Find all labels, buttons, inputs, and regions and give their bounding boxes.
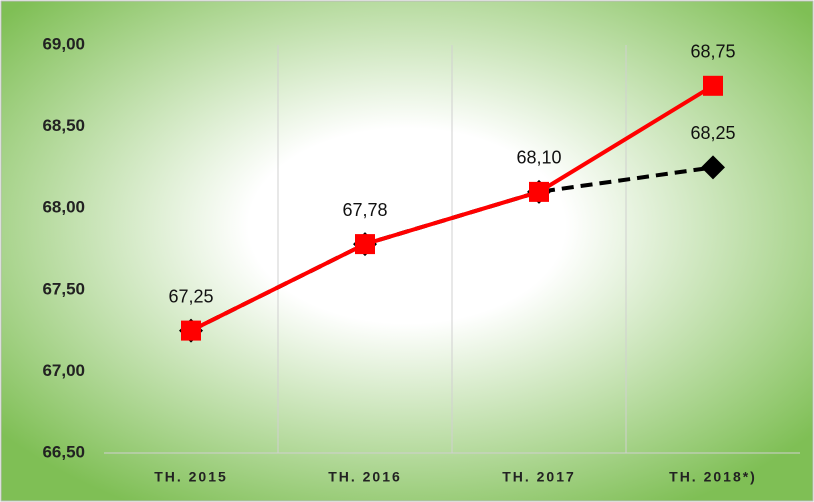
marker <box>701 155 725 180</box>
value-label: 68,75 <box>690 42 735 62</box>
x-tick-label: TH. 2018*) <box>669 469 757 485</box>
y-tick-label: 68,50 <box>42 116 85 135</box>
y-tick-label: 67,50 <box>42 279 85 298</box>
x-tick-label: TH. 2016 <box>328 469 402 485</box>
value-label: 67,78 <box>342 200 387 220</box>
x-tick-label: TH. 2015 <box>154 469 228 485</box>
marker <box>703 75 723 96</box>
y-tick-label: 69,00 <box>42 34 85 53</box>
marker <box>355 234 375 255</box>
value-label: 68,10 <box>516 148 561 168</box>
value-label: 67,25 <box>168 286 213 306</box>
y-tick-label: 68,00 <box>42 198 85 217</box>
value-label: 68,25 <box>690 123 735 143</box>
x-tick-label: TH. 2017 <box>502 469 576 485</box>
series-line <box>190 84 715 333</box>
y-tick-label: 66,50 <box>42 442 85 461</box>
marker <box>529 181 549 202</box>
marker <box>181 320 201 341</box>
y-tick-label: 67,00 <box>42 361 85 380</box>
